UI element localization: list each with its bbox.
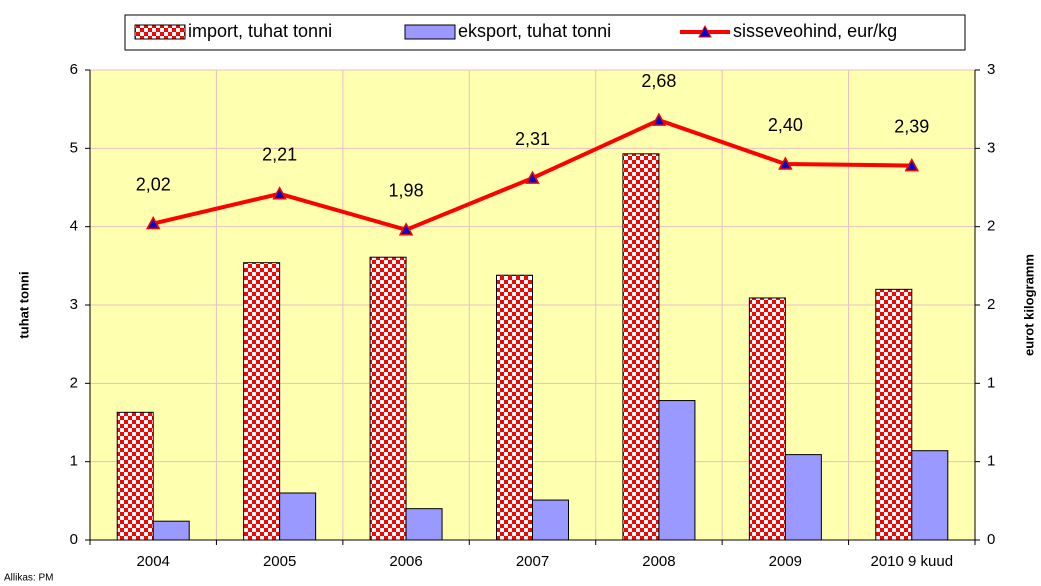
legend-label: import, tuhat tonni bbox=[188, 21, 332, 41]
y-tick-label: 6 bbox=[70, 61, 78, 78]
value-label: 2,39 bbox=[894, 116, 929, 136]
x-tick-label: 2006 bbox=[389, 553, 422, 570]
bar bbox=[784, 454, 822, 541]
y2-tick-label: 2 bbox=[987, 296, 995, 313]
x-tick-label: 2005 bbox=[263, 553, 296, 570]
bar bbox=[279, 492, 317, 541]
y-tick-label: 4 bbox=[70, 218, 78, 235]
line-marker bbox=[651, 112, 667, 126]
y-tick-label: 0 bbox=[70, 531, 78, 548]
y2-tick-label: 3 bbox=[987, 139, 995, 156]
bar bbox=[369, 256, 407, 541]
bar bbox=[622, 153, 660, 541]
bar bbox=[748, 297, 786, 541]
x-tick-label: 2008 bbox=[642, 553, 675, 570]
legend-label: eksport, tuhat tonni bbox=[458, 21, 611, 41]
y2-tick-label: 3 bbox=[987, 61, 995, 78]
value-label: 1,98 bbox=[389, 181, 424, 201]
x-tick-label: 2010 9 kuud bbox=[870, 553, 953, 570]
value-label: 2,31 bbox=[515, 129, 550, 149]
line-marker bbox=[904, 158, 920, 172]
y-axis-title: tuhat tonni bbox=[16, 271, 31, 338]
y-tick-label: 2 bbox=[70, 374, 78, 391]
bar bbox=[243, 262, 281, 541]
bar bbox=[405, 508, 443, 541]
y2-axis-title: eurot kilogramm bbox=[1021, 254, 1036, 356]
value-label: 2,68 bbox=[641, 71, 676, 91]
bar bbox=[532, 499, 569, 541]
x-tick-label: 2007 bbox=[516, 553, 549, 570]
y2-tick-label: 0 bbox=[987, 531, 995, 548]
value-label: 2,02 bbox=[136, 174, 171, 194]
value-label: 2,40 bbox=[768, 115, 803, 135]
source: Allikas: PM bbox=[4, 573, 53, 584]
bar bbox=[875, 288, 913, 541]
bar bbox=[152, 520, 190, 541]
x-tick-label: 2009 bbox=[769, 553, 802, 570]
bar bbox=[496, 274, 533, 541]
y2-tick-label: 2 bbox=[987, 218, 995, 235]
value-label: 2,21 bbox=[262, 145, 297, 165]
y-tick-label: 5 bbox=[70, 139, 78, 156]
legend-swatch bbox=[698, 24, 712, 38]
y-tick-label: 3 bbox=[70, 296, 78, 313]
line-marker bbox=[145, 215, 161, 230]
legend-swatch bbox=[134, 24, 186, 40]
y2-tick-label: 1 bbox=[987, 453, 995, 470]
bar bbox=[116, 411, 154, 541]
line-marker bbox=[525, 170, 540, 184]
x-tick-label: 2004 bbox=[137, 553, 170, 570]
legend-label: sisseveohind, eur/kg bbox=[733, 21, 897, 41]
y-tick-label: 1 bbox=[70, 453, 78, 470]
line-marker bbox=[778, 156, 793, 170]
bar bbox=[658, 400, 696, 541]
bar bbox=[911, 450, 949, 541]
y2-tick-label: 1 bbox=[987, 374, 995, 391]
legend-swatch bbox=[404, 24, 456, 40]
line-marker bbox=[272, 186, 287, 200]
legend bbox=[124, 14, 966, 51]
line-marker bbox=[398, 222, 414, 236]
